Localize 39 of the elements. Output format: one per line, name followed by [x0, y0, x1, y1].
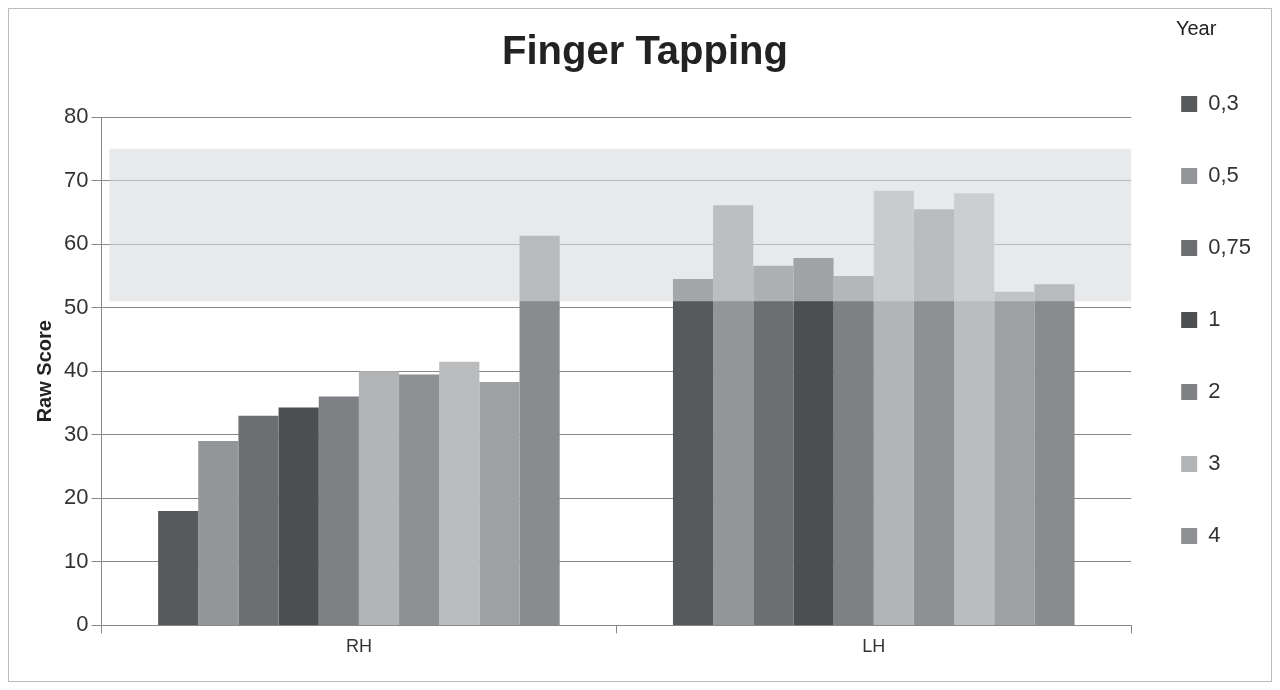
y-tick-label: 50: [63, 293, 89, 319]
legend-label: 2: [1208, 378, 1221, 404]
bar: [913, 209, 955, 625]
legend-label: 0,75: [1208, 234, 1252, 260]
y-tick-label: 60: [63, 230, 89, 256]
y-tick-label: 10: [63, 547, 89, 573]
x-tick-label: LH: [862, 636, 886, 657]
bar: [479, 382, 520, 625]
bar: [399, 374, 440, 625]
bar: [833, 275, 874, 625]
chart-title: Finger Tapping: [502, 28, 788, 73]
y-tick-label: 30: [63, 420, 89, 446]
bar: [672, 279, 714, 625]
bar: [358, 371, 400, 625]
bar: [793, 258, 834, 625]
bar: [198, 441, 239, 625]
bar: [954, 193, 995, 625]
bar: [439, 361, 480, 625]
legend-label: 0,3: [1208, 90, 1239, 116]
y-tick-label: 0: [76, 611, 89, 637]
y-tick-label: 80: [63, 103, 89, 129]
y-axis-title: Raw Score: [32, 320, 55, 423]
legend-label: 0,5: [1208, 162, 1239, 188]
y-tick-label: 70: [63, 166, 89, 192]
bar: [238, 415, 279, 625]
bar: [753, 265, 794, 625]
bar: [994, 291, 1035, 625]
legend-title: Year: [1175, 16, 1217, 39]
bar: [873, 190, 914, 625]
bar: [278, 407, 319, 625]
x-tick-label: RH: [345, 636, 372, 657]
y-tick-label: 20: [63, 484, 89, 510]
bar: [318, 396, 359, 625]
bar: [713, 205, 754, 625]
y-tick-label: 40: [63, 357, 89, 383]
legend-label: 1: [1208, 306, 1221, 332]
legend-label: 4: [1208, 522, 1221, 548]
bar: [158, 511, 199, 625]
legend-label: 3: [1208, 450, 1221, 476]
